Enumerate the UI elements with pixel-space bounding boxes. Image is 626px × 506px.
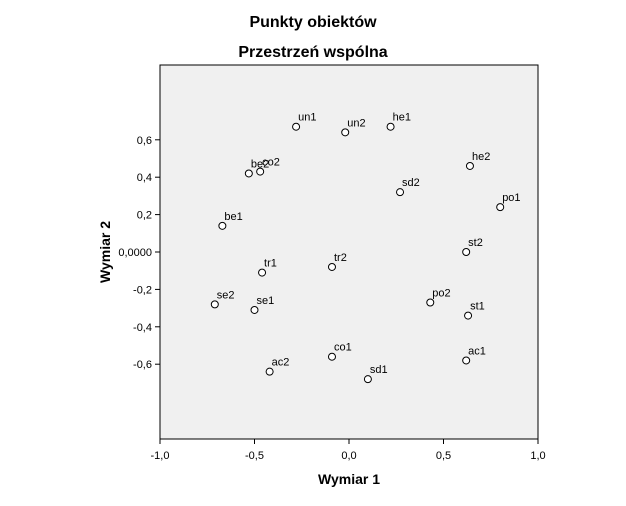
data-point-label: co2	[262, 157, 280, 169]
data-point	[292, 122, 301, 131]
y-tick-label: -0,4	[133, 322, 152, 334]
data-point-label: he1	[393, 112, 411, 124]
data-point-label: st2	[468, 237, 483, 249]
x-axis-label: Wymiar 1	[318, 471, 380, 487]
x-tick-label: -1,0	[151, 450, 170, 462]
data-point-label: co1	[334, 342, 352, 354]
data-point	[327, 352, 336, 361]
chart-subtitle: Przestrzeń wspólna	[238, 44, 387, 61]
data-point	[465, 161, 474, 170]
data-point-label: tr2	[334, 252, 347, 264]
y-axis: -0,6 -0,4 -0,2 0,0000 0,2 0,4 0,6	[118, 135, 160, 371]
data-point	[396, 188, 405, 197]
data-point-label: sd2	[402, 177, 420, 189]
data-point-label: he2	[472, 151, 490, 163]
data-point-label: se1	[257, 295, 275, 307]
x-axis: -1,0 -0,5 0,0 0,5 1,0	[151, 439, 546, 462]
data-point-label: po2	[432, 287, 450, 299]
plot-area	[159, 64, 539, 440]
y-tick-label: 0,6	[137, 135, 152, 147]
data-point	[464, 311, 473, 320]
y-tick-label: 0,0000	[118, 247, 152, 259]
data-point	[462, 248, 471, 256]
data-point-label: un1	[298, 112, 316, 124]
y-axis-label: Wymiar 2	[97, 221, 113, 283]
data-point-label: be1	[224, 211, 242, 223]
data-point-label: se2	[217, 289, 235, 301]
data-point-label: un2	[347, 117, 365, 129]
data-point	[244, 169, 253, 178]
data-point-label: tr1	[264, 258, 277, 270]
data-point	[210, 300, 219, 309]
data-point	[265, 367, 274, 376]
y-tick-label: 0,4	[137, 172, 152, 184]
data-point	[496, 203, 505, 212]
y-tick-label: -0,6	[133, 359, 152, 371]
x-tick-label: 0,5	[436, 450, 451, 462]
data-point	[218, 221, 227, 230]
data-point	[250, 305, 259, 314]
data-point	[258, 268, 267, 277]
data-point-label: be2	[251, 158, 269, 170]
data-point-label: ac1	[468, 345, 486, 357]
data-point	[386, 122, 395, 131]
data-point-label: st1	[470, 301, 485, 313]
data-point	[327, 262, 336, 271]
data-point	[363, 375, 372, 384]
data-point	[341, 128, 350, 137]
data-point	[256, 167, 265, 176]
chart-title: Punkty obiektów	[249, 14, 377, 31]
y-tick-label: -0,2	[133, 284, 152, 296]
data-point-label: po1	[502, 192, 520, 204]
x-tick-label: -0,5	[245, 450, 264, 462]
data-point-label: sd1	[370, 364, 388, 376]
x-tick-label: 1,0	[530, 450, 545, 462]
data-point-label: ac2	[272, 357, 290, 369]
data-point	[462, 356, 471, 365]
data-point	[426, 298, 435, 307]
x-tick-label: 0,0	[341, 450, 356, 462]
y-tick-label: 0,2	[137, 210, 152, 222]
